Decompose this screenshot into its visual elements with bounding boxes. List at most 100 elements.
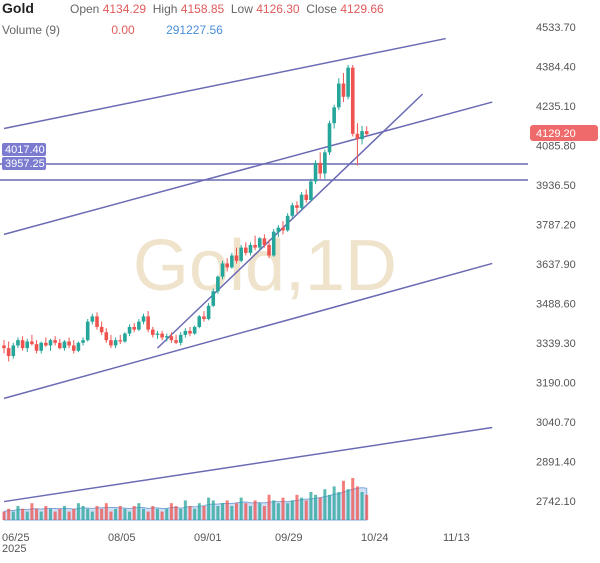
candle-body: [53, 340, 57, 343]
candle-body: [169, 336, 174, 341]
volume-bar: [53, 511, 57, 520]
candle-body: [137, 321, 141, 330]
candle-body: [346, 67, 350, 97]
candle-body: [58, 342, 62, 349]
candle-body: [183, 330, 188, 335]
volume-bar: [72, 508, 76, 520]
candle-body: [216, 276, 220, 292]
x-tick-label: 09/01: [194, 532, 222, 544]
candle-body: [90, 316, 95, 322]
watermark-text: Gold,1D: [133, 226, 397, 306]
volume-bar: [2, 511, 6, 520]
candle-body: [295, 205, 299, 208]
volume-bar: [128, 511, 132, 520]
candle-body: [271, 231, 276, 256]
volume-bar: [81, 506, 85, 520]
high-value: 4158.85: [180, 2, 225, 16]
trendline: [3, 101, 493, 236]
candle-body: [6, 348, 11, 357]
candle-body: [350, 67, 355, 134]
volume-bar: [272, 500, 276, 520]
volume-bar: [341, 480, 345, 520]
candle-body: [178, 334, 183, 343]
candle-body: [34, 344, 39, 351]
candle-body: [95, 316, 99, 327]
volume-bar: [235, 503, 238, 520]
candle-body: [281, 227, 285, 231]
trendline: [3, 426, 493, 503]
candle-body: [267, 244, 271, 256]
volume-ma-area: [3, 487, 368, 521]
candle-body: [155, 333, 160, 335]
candle-body: [262, 238, 267, 245]
ohlc-legend: Open 4134.29 High 4158.85 Low 4126.30 Cl…: [70, 2, 384, 16]
volume-bar: [39, 511, 43, 520]
volume-bar: [118, 506, 122, 520]
y-tick-label: 4384.40: [536, 62, 576, 74]
y-tick-label: 4085.80: [536, 141, 576, 153]
candle-body: [364, 131, 369, 135]
volume-bar: [188, 506, 192, 520]
y-tick-label: 3637.90: [536, 259, 576, 271]
candle-body: [118, 340, 123, 342]
volume-bar: [202, 506, 206, 520]
volume-bar: [142, 508, 145, 520]
level-tag-label: 3957.25: [5, 158, 45, 170]
y-tick-label: 3787.20: [536, 220, 576, 232]
candle-body: [341, 83, 346, 97]
volume-bar: [165, 508, 169, 520]
volume-bar: [21, 508, 25, 520]
candle-body: [113, 340, 118, 346]
trendline: [156, 93, 424, 349]
open-label: Open: [70, 2, 100, 16]
volume-bar: [281, 497, 285, 520]
candle-body: [253, 244, 257, 248]
volume-bar: [35, 508, 39, 520]
candle-body: [225, 263, 229, 268]
level-tag: [2, 157, 46, 170]
volume-bar: [16, 506, 20, 520]
candle-body: [81, 340, 85, 343]
x-tick-label: 08/05: [108, 532, 136, 544]
candle-body: [220, 263, 225, 277]
volume-bar: [346, 489, 350, 520]
volume-bar: [318, 497, 322, 520]
volume-bar: [67, 511, 71, 520]
volume-bar: [300, 497, 304, 520]
volume-bar: [304, 500, 308, 520]
candle-body: [174, 340, 178, 343]
candle-body: [30, 341, 34, 345]
candle-body: [39, 342, 43, 351]
volume-value: 0.00: [111, 23, 135, 37]
volume-bar: [183, 500, 187, 520]
candle-body: [127, 326, 132, 334]
candle-body: [71, 345, 76, 351]
volume-bar: [323, 489, 327, 520]
close-label: Close: [306, 2, 337, 16]
volume-bar: [221, 503, 225, 520]
candle-body: [2, 345, 6, 349]
candle-body: [141, 316, 146, 322]
last-price-tag: [530, 125, 598, 141]
candle-body: [44, 342, 48, 346]
volume-bar: [146, 511, 150, 520]
volume-bar: [295, 494, 299, 520]
trendline: [3, 37, 446, 130]
volume-bar: [314, 494, 318, 520]
volume-bar: [360, 492, 364, 520]
open-value: 4134.29: [102, 2, 147, 16]
x-tick-label: 11/13: [443, 532, 470, 544]
candle-body: [151, 329, 155, 335]
volume-bar: [253, 500, 257, 520]
volume-bar: [169, 503, 173, 520]
x-tick-label: 10/24: [361, 532, 389, 544]
volume-bar: [365, 494, 369, 520]
volume-bar: [104, 503, 108, 520]
volume-bar: [258, 503, 262, 520]
volume-bar: [332, 486, 336, 520]
volume-bar: [179, 508, 183, 520]
volume-bar: [109, 511, 113, 520]
candle-body: [48, 340, 53, 346]
